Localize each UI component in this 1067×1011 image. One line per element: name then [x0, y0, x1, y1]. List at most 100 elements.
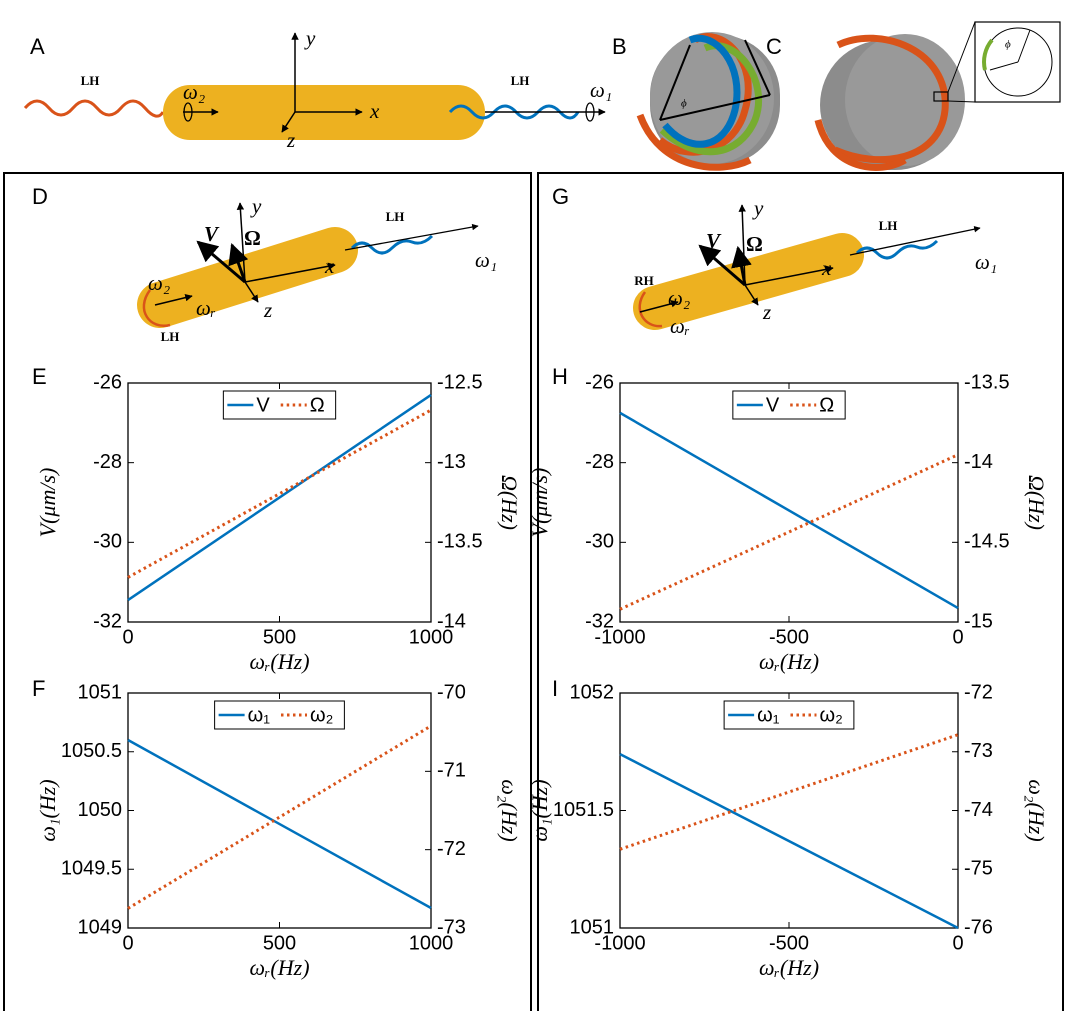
y2-tick-label: -14.5: [964, 531, 1010, 553]
y2-axis-label: Ω(Hz): [497, 475, 522, 530]
legend-label: ω₁: [248, 704, 271, 726]
helix-label: RH: [634, 273, 654, 288]
y-tick-label: 1050.5: [61, 740, 122, 762]
legend-label: ω₂: [819, 704, 842, 726]
helix-label: LH: [161, 329, 180, 344]
y2-tick-label: -13.5: [964, 371, 1010, 393]
axis-symbol: ω₁: [975, 250, 997, 274]
y2-tick-label: -73: [964, 740, 993, 762]
axis-symbol: V: [706, 229, 722, 253]
y2-tick-label: -76: [964, 916, 993, 938]
axis-symbol: Ω: [244, 226, 261, 250]
axis-symbol: z: [762, 300, 771, 324]
panel-label: A: [30, 34, 45, 59]
y-axis-label: ω₁(Hz): [527, 779, 552, 841]
panel-label: I: [552, 676, 558, 701]
y-tick-label: 1051: [570, 916, 615, 938]
panel-label: D: [32, 184, 48, 209]
x-tick-label: -500: [769, 932, 809, 954]
y-tick-label: -30: [585, 531, 614, 553]
helix-label: LH: [81, 73, 100, 88]
axis-symbol: z: [286, 128, 295, 152]
axis-symbol: ωᵣ: [670, 314, 690, 338]
axis-symbol: ω₁: [590, 78, 612, 102]
panel-label: G: [552, 184, 569, 209]
axis-symbol: x: [324, 254, 335, 278]
panel-label: E: [32, 364, 47, 389]
y-tick-label: -28: [585, 451, 614, 473]
y-tick-label: -28: [93, 451, 122, 473]
legend: ω₁ ω₂: [215, 701, 345, 729]
axis-symbol: y: [752, 196, 764, 220]
legend-label: Ω: [819, 394, 834, 416]
axis-symbol: ω₁: [475, 248, 497, 272]
y-tick-label: 1052: [570, 681, 615, 703]
y2-tick-label: -13.5: [437, 531, 483, 553]
angle-label: ϕ: [1005, 39, 1011, 51]
y-axis-label: ω₁(Hz): [35, 779, 60, 841]
y-tick-label: 1051: [78, 681, 123, 703]
y2-axis-label: ω₂(Hz): [497, 779, 522, 841]
x-tick-label: 0: [122, 932, 133, 954]
helix-label: LH: [879, 218, 898, 233]
x-axis-label: ωᵣ(Hz): [759, 955, 819, 980]
x-tick-label: 0: [952, 626, 963, 648]
x-axis-label: ωᵣ(Hz): [759, 649, 819, 674]
angle-label: ϕ: [681, 98, 687, 110]
y-tick-label: -26: [93, 371, 122, 393]
y-tick-label: -32: [585, 610, 614, 632]
legend-label: V: [766, 394, 780, 416]
legend-label: V: [256, 394, 270, 416]
panel-a-diagram: LH LH ω₂ ω₁ x y z: [25, 26, 612, 152]
y-tick-label: 1050: [78, 799, 123, 821]
panel-label: C: [766, 34, 782, 59]
y2-axis-label: Ω(Hz): [1024, 475, 1049, 530]
axis-symbol: z: [263, 298, 272, 322]
axis-symbol: y: [304, 26, 316, 50]
y-axis-label: V(μm/s): [527, 468, 552, 538]
axis-symbol: x: [369, 99, 380, 123]
axis-symbol: V: [204, 222, 220, 246]
panel-g-diagram: y x z V Ω LH ω₁ ω₂ ωᵣ RH: [634, 196, 997, 338]
x-tick-label: 500: [263, 626, 296, 648]
panel-d-diagram: y x z V Ω LH ω₁ ω₂ ωᵣ LH: [144, 194, 497, 344]
x-axis-label: ωᵣ(Hz): [249, 955, 309, 980]
x-axis-label: ωᵣ(Hz): [249, 649, 309, 674]
axis-symbol: Ω: [746, 232, 763, 256]
panel-label: B: [612, 34, 627, 59]
axis-symbol: y: [250, 194, 262, 218]
y-tick-label: -32: [93, 610, 122, 632]
y2-tick-label: -13: [437, 451, 466, 473]
axis-symbol: ωᵣ: [196, 296, 216, 320]
panel-label: H: [552, 364, 568, 389]
y2-tick-label: -70: [437, 681, 466, 703]
x-tick-label: 0: [122, 626, 133, 648]
y2-tick-label: -75: [964, 858, 993, 880]
y2-tick-label: -71: [437, 760, 466, 782]
panel-label: F: [32, 676, 45, 701]
y-tick-label: -30: [93, 531, 122, 553]
y2-tick-label: -15: [964, 610, 993, 632]
panel-b-diagram: ϕ: [640, 32, 780, 167]
legend-label: ω₂: [310, 704, 333, 726]
y-tick-label: 1051.5: [553, 799, 614, 821]
y2-axis-label: ω₂(Hz): [1024, 779, 1049, 841]
y-tick-label: 1049: [78, 916, 123, 938]
y-axis-label: V(μm/s): [35, 468, 60, 538]
y2-tick-label: -73: [437, 916, 466, 938]
y-tick-label: 1049.5: [61, 858, 122, 880]
y2-tick-label: -14: [964, 451, 993, 473]
panel-c-diagram: ϕ: [818, 22, 1060, 170]
legend-label: Ω: [310, 394, 325, 416]
x-tick-label: 0: [952, 932, 963, 954]
x-tick-label: -500: [769, 626, 809, 648]
axis-symbol: ω₂: [668, 286, 690, 310]
y-tick-label: -26: [585, 371, 614, 393]
helix-label: LH: [386, 209, 405, 224]
figure: A B C D E F G H I LH LH ω₂ ω₁ x y z ϕ: [0, 0, 1067, 1011]
axis-symbol: ω₂: [148, 271, 170, 295]
axis-symbol: ω₂: [183, 80, 205, 104]
